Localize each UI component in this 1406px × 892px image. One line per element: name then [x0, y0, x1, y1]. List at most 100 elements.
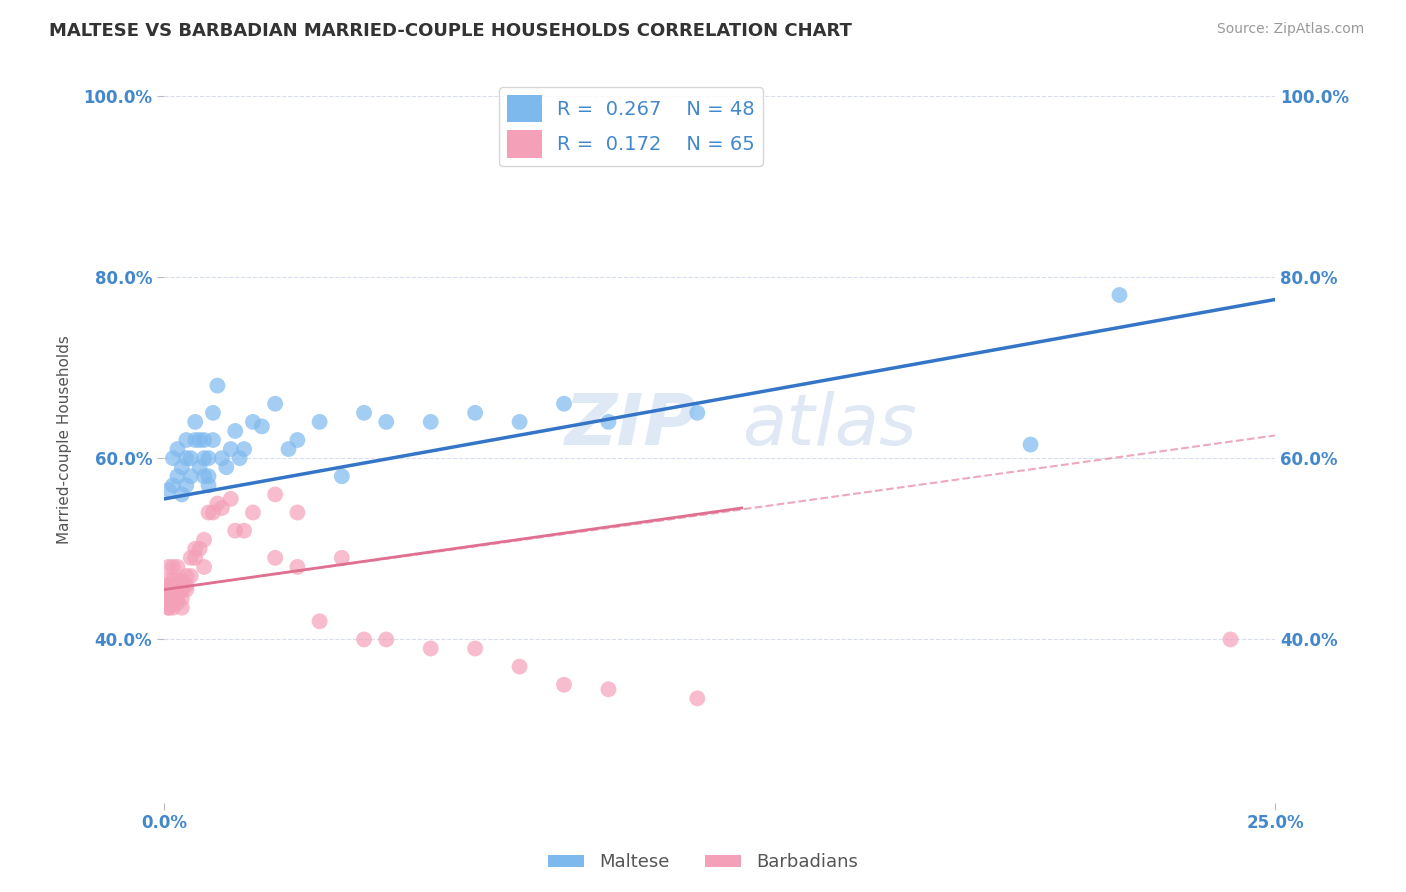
- Point: [207, 378, 229, 392]
- Point: [228, 451, 250, 466]
- Point: [464, 406, 486, 420]
- Point: [193, 433, 215, 447]
- Point: [184, 433, 207, 447]
- Point: [176, 433, 198, 447]
- Point: [157, 560, 180, 574]
- Point: [166, 596, 188, 610]
- Point: [157, 582, 180, 597]
- Point: [193, 469, 215, 483]
- Point: [162, 591, 184, 606]
- Point: [184, 541, 207, 556]
- Point: [170, 574, 193, 588]
- Point: [686, 406, 709, 420]
- Point: [157, 600, 180, 615]
- Point: [193, 451, 215, 466]
- Point: [184, 415, 207, 429]
- Point: [1108, 288, 1130, 302]
- Point: [166, 578, 188, 592]
- Point: [188, 541, 211, 556]
- Point: [330, 469, 353, 483]
- Point: [166, 469, 188, 483]
- Point: [1019, 437, 1042, 451]
- Point: [166, 582, 188, 597]
- Point: [176, 451, 198, 466]
- Point: [157, 578, 180, 592]
- Point: [598, 682, 620, 697]
- Point: [201, 433, 224, 447]
- Point: [162, 596, 184, 610]
- Point: [219, 491, 242, 506]
- Point: [598, 415, 620, 429]
- Point: [162, 596, 184, 610]
- Point: [157, 596, 180, 610]
- Point: [509, 659, 531, 673]
- Text: atlas: atlas: [742, 391, 917, 460]
- Point: [197, 506, 219, 520]
- Point: [264, 550, 287, 565]
- Text: ZIP: ZIP: [565, 391, 697, 460]
- Point: [287, 433, 309, 447]
- Point: [553, 397, 575, 411]
- Point: [166, 587, 188, 601]
- Legend: Maltese, Barbadians: Maltese, Barbadians: [541, 847, 865, 879]
- Point: [188, 460, 211, 475]
- Point: [176, 478, 198, 492]
- Point: [184, 550, 207, 565]
- Point: [162, 578, 184, 592]
- Point: [170, 460, 193, 475]
- Point: [166, 574, 188, 588]
- Point: [188, 433, 211, 447]
- Point: [180, 451, 202, 466]
- Point: [197, 478, 219, 492]
- Point: [180, 569, 202, 583]
- Point: [162, 591, 184, 606]
- Point: [211, 501, 233, 516]
- Point: [242, 415, 264, 429]
- Point: [419, 641, 441, 656]
- Point: [162, 560, 184, 574]
- Point: [162, 478, 184, 492]
- Point: [180, 469, 202, 483]
- Point: [162, 574, 184, 588]
- Point: [211, 451, 233, 466]
- Point: [233, 442, 256, 456]
- Point: [242, 506, 264, 520]
- Point: [157, 600, 180, 615]
- Point: [157, 591, 180, 606]
- Point: [201, 506, 224, 520]
- Point: [686, 691, 709, 706]
- Point: [224, 524, 246, 538]
- Point: [170, 600, 193, 615]
- Point: [166, 591, 188, 606]
- Point: [176, 569, 198, 583]
- Point: [215, 460, 238, 475]
- Point: [162, 600, 184, 615]
- Point: [250, 419, 273, 434]
- Point: [308, 615, 330, 629]
- Point: [233, 524, 256, 538]
- Point: [330, 550, 353, 565]
- Point: [375, 415, 398, 429]
- Point: [197, 451, 219, 466]
- Point: [553, 678, 575, 692]
- Point: [464, 641, 486, 656]
- Point: [176, 578, 198, 592]
- Point: [197, 469, 219, 483]
- Point: [419, 415, 441, 429]
- Point: [277, 442, 299, 456]
- Point: [353, 406, 375, 420]
- Point: [264, 487, 287, 501]
- Point: [176, 582, 198, 597]
- Point: [170, 582, 193, 597]
- Point: [170, 487, 193, 501]
- Point: [162, 587, 184, 601]
- Legend: R =  0.267    N = 48, R =  0.172    N = 65: R = 0.267 N = 48, R = 0.172 N = 65: [499, 87, 762, 166]
- Point: [157, 574, 180, 588]
- Point: [1219, 632, 1241, 647]
- Point: [166, 560, 188, 574]
- Text: MALTESE VS BARBADIAN MARRIED-COUPLE HOUSEHOLDS CORRELATION CHART: MALTESE VS BARBADIAN MARRIED-COUPLE HOUS…: [49, 22, 852, 40]
- Y-axis label: Married-couple Households: Married-couple Households: [58, 335, 72, 544]
- Point: [166, 442, 188, 456]
- Point: [157, 591, 180, 606]
- Text: Source: ZipAtlas.com: Source: ZipAtlas.com: [1216, 22, 1364, 37]
